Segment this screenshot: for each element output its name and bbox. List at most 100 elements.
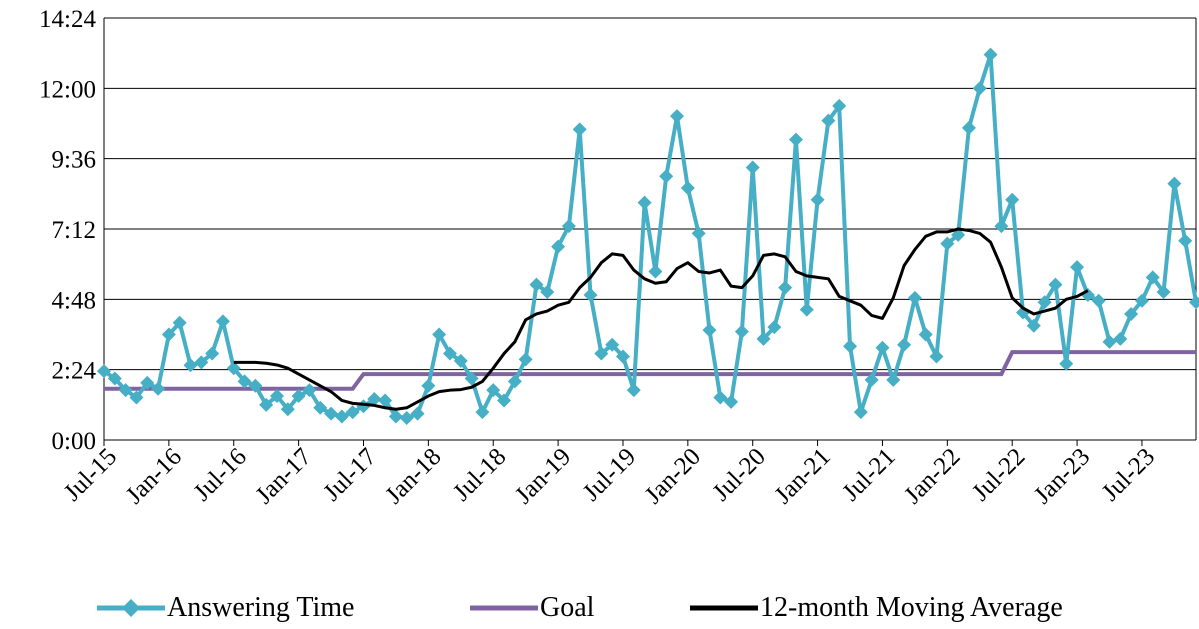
answering-time-marker [832, 98, 847, 113]
legend-label-answering-time: Answering Time [167, 592, 355, 623]
answering-time-marker [291, 389, 306, 404]
answering-time-marker [1167, 176, 1182, 191]
answering-time-marker [626, 383, 641, 398]
x-tick-label: Jan-16 [121, 443, 187, 509]
answering-time-marker [1005, 192, 1020, 207]
answering-time-marker [129, 390, 144, 405]
answering-time-marker [118, 383, 133, 398]
answering-time-marker [745, 160, 760, 175]
x-tick-label: Jan-23 [1029, 443, 1095, 509]
answering-time-marker [432, 327, 447, 342]
x-tick-label: Jul-20 [708, 443, 771, 506]
answering-time-marker [518, 352, 533, 367]
answering-time-marker [334, 409, 349, 424]
answering-time-marker [1189, 295, 1199, 310]
answering-time-marker [302, 383, 317, 398]
answering-time-marker [702, 323, 717, 338]
answering-time-marker [1048, 277, 1063, 292]
y-axis: 0:00 2:24 4:48 7:12 9:36 12:00 14:24 [39, 6, 96, 455]
legend-swatch-line [690, 605, 758, 611]
answering-time-marker [897, 337, 912, 352]
answering-time-marker [680, 180, 695, 195]
answering-time-marker [1156, 285, 1171, 300]
gridlines [103, 17, 1197, 441]
answering-time-marker [594, 346, 609, 361]
answering-time-marker [615, 349, 630, 364]
moving-average-line [233, 227, 1089, 411]
answering-time-marker [161, 327, 176, 342]
answering-time-marker [183, 358, 198, 373]
y-tick-label: 14:24 [39, 6, 96, 33]
answering-time-marker [215, 314, 230, 329]
answering-time-marker [994, 219, 1009, 234]
answering-time-marker [821, 113, 836, 128]
legend-label-goal: Goal [540, 592, 595, 623]
answering-time-marker [572, 122, 587, 137]
answering-time-marker [843, 339, 858, 354]
answering-time-marker [756, 331, 771, 346]
answering-time-marker [940, 236, 955, 251]
x-tick-label: Jul-21 [837, 443, 900, 506]
answering-time-marker [1059, 356, 1074, 371]
answering-time-marker [399, 411, 414, 426]
answering-time-marker [540, 285, 555, 300]
answering-time-marker [1134, 293, 1149, 308]
y-tick-label: 9:36 [52, 147, 96, 174]
answering-time-marker [1026, 318, 1041, 333]
answering-time-marker [1102, 334, 1117, 349]
x-tick-label: Jan-20 [640, 443, 706, 509]
answering-time-marker [269, 389, 284, 404]
answering-time-marker [248, 378, 263, 393]
answering-time-marker [724, 394, 739, 409]
legend-item-goal: Goal [470, 588, 594, 628]
x-tick-label: Jul-16 [189, 443, 252, 506]
legend: Answering Time Goal 12-month Moving Aver… [0, 588, 1199, 628]
x-tick-label: Jan-21 [770, 443, 836, 509]
y-tick-label: 12:00 [39, 76, 96, 103]
answering-time-marker [810, 192, 825, 207]
legend-swatch-line [470, 605, 538, 611]
answering-time-marker [864, 372, 879, 387]
answering-time-marker [172, 315, 187, 330]
x-tick-label: Jul-23 [1097, 443, 1160, 506]
answering-time-marker [226, 361, 241, 376]
goal-line [104, 350, 1196, 391]
x-tick-label: Jul-19 [578, 443, 641, 506]
answering-time-marker [497, 393, 512, 408]
answering-time-marker [1113, 331, 1128, 346]
answering-time-marker [637, 195, 652, 210]
x-tick-label: Jan-19 [510, 443, 576, 509]
answering-time-marker [367, 391, 382, 406]
answering-time-marker [486, 383, 501, 398]
y-tick-label: 7:12 [52, 217, 96, 244]
legend-item-answering-time: Answering Time [97, 588, 354, 628]
answering-time-marker [734, 324, 749, 339]
y-tick-label: 2:24 [52, 358, 97, 385]
answering-time-marker [259, 397, 274, 412]
answering-time-marker [313, 400, 328, 415]
answering-time-marker [97, 364, 111, 379]
answering-time-marker [442, 346, 457, 361]
legend-swatch-diamond-line [97, 599, 165, 617]
answering-time-marker [388, 409, 403, 424]
answering-time-marker [886, 372, 901, 387]
answering-time-marker [605, 337, 620, 352]
x-tick-label: Jul-17 [318, 443, 381, 506]
answering-time-marker [453, 353, 468, 368]
answering-time-marker [280, 402, 295, 417]
answering-time-marker [983, 47, 998, 62]
answering-time-marker [853, 405, 868, 420]
answering-time-marker [691, 226, 706, 241]
answering-time-marker [529, 277, 544, 292]
answering-time-marker [194, 355, 209, 370]
answering-time-marker [670, 109, 685, 124]
answering-time-marker [788, 132, 803, 147]
answering-time-marker [799, 302, 814, 317]
answering-time-marker [205, 346, 220, 361]
plot-area [97, 47, 1199, 441]
answering-time-marker [464, 371, 479, 386]
answering-time-marker [659, 169, 674, 184]
legend-label-moving-average: 12-month Moving Average [760, 592, 1063, 623]
answering-time-marker [561, 219, 576, 234]
